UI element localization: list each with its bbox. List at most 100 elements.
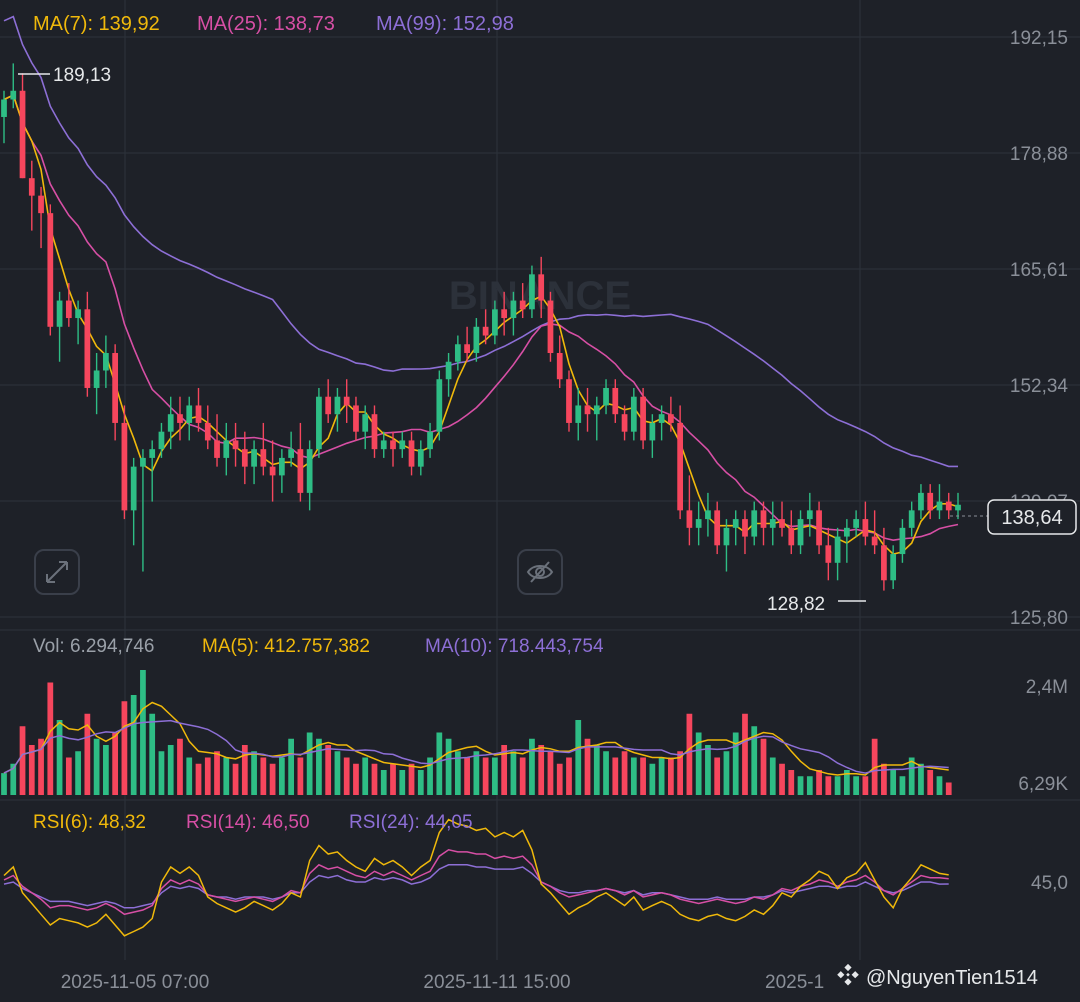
volume-bar bbox=[630, 757, 637, 795]
candle-body bbox=[47, 213, 54, 327]
volume-bar bbox=[334, 751, 341, 795]
volume-bar bbox=[427, 757, 433, 795]
volume-ma10-legend: MA(10): 718.443,754 bbox=[425, 636, 604, 657]
volume-bar bbox=[112, 732, 119, 795]
volume-bar bbox=[714, 757, 721, 795]
volume-bar bbox=[121, 701, 128, 795]
expand-chart-button[interactable] bbox=[34, 549, 80, 595]
volume-bar bbox=[260, 757, 267, 795]
eye-slash-icon bbox=[526, 561, 554, 583]
candle-body bbox=[649, 422, 656, 441]
volume-bar bbox=[19, 726, 26, 795]
volume-bar bbox=[723, 751, 730, 795]
candle-body bbox=[714, 510, 721, 546]
volume-bars bbox=[1, 670, 952, 795]
candle-body bbox=[612, 387, 619, 415]
volume-bar bbox=[556, 763, 563, 795]
candle-body bbox=[93, 370, 100, 388]
candle-body bbox=[482, 326, 489, 336]
rsi24-line bbox=[3, 864, 949, 909]
volume-axis-min: 6,29K bbox=[1018, 774, 1068, 795]
candle-body bbox=[584, 405, 591, 415]
binance-logo-icon bbox=[837, 963, 859, 986]
candle-body bbox=[575, 405, 582, 423]
volume-bar bbox=[140, 670, 146, 795]
candle-body bbox=[593, 405, 600, 415]
candle-body bbox=[65, 300, 72, 319]
volume-bar bbox=[853, 776, 859, 795]
candlesticks bbox=[1, 63, 961, 591]
candle-body bbox=[779, 519, 785, 528]
current-price-label: 138,64 bbox=[1001, 507, 1062, 529]
volume-bar bbox=[751, 726, 758, 795]
candle-body bbox=[214, 440, 220, 458]
candle-body bbox=[890, 554, 897, 581]
candle-body bbox=[103, 353, 109, 371]
volume-bar bbox=[241, 745, 248, 795]
volume-bar bbox=[316, 738, 322, 795]
rsi24-legend: RSI(24): 44,05 bbox=[349, 812, 473, 833]
candle-body bbox=[751, 510, 758, 537]
rsi6-line bbox=[3, 818, 949, 937]
volume-bar bbox=[492, 757, 498, 795]
volume-bar bbox=[464, 757, 470, 795]
volume-bar bbox=[519, 757, 526, 795]
candle-body bbox=[436, 379, 443, 432]
candle-body bbox=[343, 396, 350, 406]
hide-indicators-button[interactable] bbox=[517, 549, 563, 595]
candle-body bbox=[677, 422, 684, 511]
candle-body bbox=[501, 309, 508, 319]
volume-bar bbox=[371, 763, 378, 795]
candle-body bbox=[464, 344, 470, 354]
candle-body bbox=[742, 519, 748, 537]
candle-body bbox=[186, 405, 193, 423]
volume-bar bbox=[353, 763, 359, 795]
candle-body bbox=[881, 545, 887, 581]
volume-bar bbox=[288, 738, 294, 795]
volume-bar bbox=[204, 757, 211, 795]
candle-body bbox=[408, 440, 415, 467]
volume-bar bbox=[779, 763, 785, 795]
low-price-label: 128,82 bbox=[767, 594, 825, 615]
volume-bar bbox=[834, 776, 841, 795]
candle-body bbox=[28, 178, 35, 196]
candle-body bbox=[38, 195, 44, 214]
volume-bar bbox=[908, 757, 915, 795]
volume-bar bbox=[84, 713, 91, 795]
grid-lines bbox=[0, 0, 1080, 960]
candle-body bbox=[519, 300, 526, 310]
candle-body bbox=[325, 396, 332, 415]
candle-body bbox=[149, 449, 156, 458]
candle-body bbox=[399, 440, 406, 450]
volume-bar bbox=[742, 713, 748, 795]
candle-body bbox=[417, 449, 424, 467]
candle-body bbox=[640, 396, 646, 441]
volume-bar bbox=[214, 751, 220, 795]
volume-bar bbox=[186, 757, 193, 795]
price-axis-label: 152,34 bbox=[1010, 376, 1069, 397]
candle-body bbox=[908, 510, 915, 528]
price-axis-label: 192,15 bbox=[1010, 28, 1068, 49]
volume-bar bbox=[677, 751, 684, 795]
candle-body bbox=[362, 414, 369, 432]
volume-bar bbox=[686, 713, 693, 795]
volume-axis-max: 2,4M bbox=[1026, 677, 1068, 698]
volume-bar bbox=[362, 757, 369, 795]
volume-bar bbox=[658, 757, 665, 795]
candle-body bbox=[177, 414, 183, 423]
candle-body bbox=[871, 536, 878, 546]
candle-body bbox=[334, 396, 341, 415]
volume-bar bbox=[167, 745, 174, 795]
rsi-lines bbox=[3, 818, 949, 937]
candle-body bbox=[473, 326, 480, 354]
candle-body bbox=[510, 300, 517, 319]
ma99-legend: MA(99): 152,98 bbox=[376, 13, 514, 35]
candle-body bbox=[297, 449, 304, 493]
volume-bar bbox=[232, 763, 239, 795]
volume-bar bbox=[945, 782, 952, 795]
candle-body bbox=[547, 300, 554, 354]
candle-body bbox=[529, 274, 535, 310]
candle-body bbox=[955, 504, 961, 511]
volume-bar bbox=[668, 757, 674, 795]
